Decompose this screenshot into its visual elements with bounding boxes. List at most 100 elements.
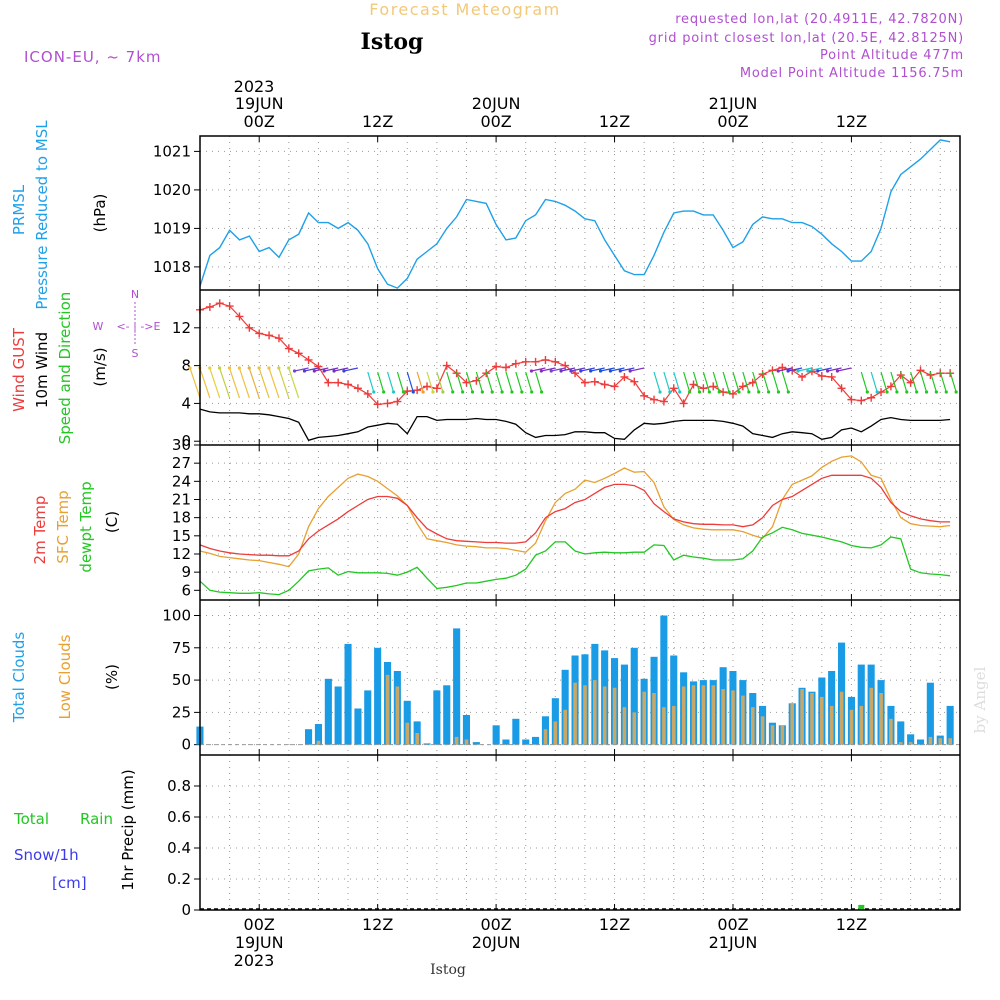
low-cloud-bar: [928, 736, 933, 745]
wind-arrow: [570, 367, 586, 372]
wind-arrow-head: [510, 390, 514, 394]
wind-arrow: [396, 371, 404, 393]
wind-arrow-head: [441, 390, 445, 394]
wind-arrow: [712, 371, 720, 393]
total-cloud-bar: [492, 725, 500, 745]
compass-n: N: [131, 288, 139, 301]
low-cloud-bar: [790, 703, 794, 745]
wind-arrow: [386, 371, 395, 393]
requested-coords: requested lon,lat (20.4911E, 42.7820N): [675, 12, 964, 27]
wind-arrow: [580, 367, 595, 372]
total-label: Total: [13, 810, 49, 828]
chart-plot-area: 1018101910201021048126912151821242730025…: [153, 94, 961, 952]
wind-arrow-head: [287, 366, 291, 370]
wind-arrow: [324, 367, 339, 372]
gust-marker: [314, 362, 323, 371]
y-tick-label: 0.6: [167, 808, 191, 826]
low-cloud-bar: [612, 687, 617, 745]
y-tick-label: 50: [172, 671, 191, 689]
gust-marker: [442, 361, 451, 370]
wind-arrow: [258, 367, 270, 399]
x-tick-label-bottom: 00Z: [244, 915, 275, 934]
wind-arrow: [238, 367, 250, 399]
total-cloud-bar: [354, 708, 362, 745]
wind-arrow-head: [579, 369, 583, 373]
wind-arrow: [692, 371, 701, 393]
total-cloud-bar: [472, 742, 480, 745]
gust-marker: [551, 357, 560, 366]
low-cloud-bar: [829, 705, 834, 745]
x-tick-label-top: 00Z: [480, 112, 511, 131]
wind-arrow-head: [628, 369, 632, 373]
year-bottom: 2023: [234, 951, 275, 970]
temp-line-0: [199, 474, 951, 557]
wind-arrow-head: [470, 390, 475, 394]
wind-arrow: [541, 367, 556, 372]
wind-arrow-head: [411, 390, 415, 394]
wind-arrow-head: [247, 366, 251, 370]
wind-arrow-head: [757, 390, 761, 394]
wind-arrow-head: [737, 390, 741, 394]
wind-arrow: [189, 367, 201, 399]
wind-arrow: [600, 367, 615, 372]
total-cloud-bar: [907, 734, 915, 745]
wind-arrow: [890, 371, 898, 393]
wind-arrow-head: [668, 390, 672, 394]
compass-s: S: [132, 347, 139, 360]
wind-arrow: [817, 367, 832, 372]
gust-marker: [630, 377, 639, 386]
x-tick-label-top: 12Z: [362, 112, 393, 131]
wind-arrow-head: [905, 390, 909, 394]
total-cloud-bar: [630, 647, 638, 745]
wind-arrow: [475, 371, 483, 393]
gust-marker: [393, 397, 402, 406]
lowclouds-label: Low Clouds: [56, 634, 74, 719]
low-cloud-bar: [415, 733, 419, 745]
y-tick-label: 1021: [153, 142, 191, 160]
wind-arrow: [314, 367, 329, 372]
wind-arrow: [446, 371, 454, 393]
chart-title: Forecast Meteogram: [369, 0, 560, 19]
low-cloud-bar: [662, 707, 666, 745]
compass-e: E: [154, 320, 161, 333]
low-cloud-bar: [395, 686, 400, 745]
wind-arrow: [495, 371, 503, 393]
wind-arrow-head: [490, 390, 494, 394]
wind-arrow-head: [915, 390, 919, 394]
wind-arrow-head: [529, 369, 534, 373]
low-cloud-bar: [859, 705, 864, 745]
total-cloud-bar: [660, 615, 668, 745]
y-tick-label: 12: [172, 319, 191, 337]
wind-arrow-head: [401, 390, 406, 394]
wind-arrow-head: [188, 366, 192, 370]
gust-marker: [728, 389, 737, 398]
low-cloud-bar: [464, 739, 469, 745]
pressure-line: [199, 139, 951, 289]
date-label-top: 21JUN: [709, 94, 758, 113]
wind-arrow-head: [618, 369, 622, 373]
total-cloud-bar: [443, 685, 451, 745]
low-cloud-bar: [869, 687, 873, 745]
wind-arrow: [910, 371, 918, 393]
wind-arrow: [939, 371, 947, 393]
wind-arrow: [653, 371, 661, 393]
wind-arrow-head: [267, 366, 271, 370]
gust-marker: [699, 384, 708, 393]
wind-arrow: [199, 367, 211, 399]
wind-arrow-head: [589, 369, 593, 373]
y-tick-label: 0: [181, 736, 191, 754]
gust-marker: [817, 372, 826, 381]
low-cloud-bar: [899, 742, 903, 745]
total-cloud-bar: [857, 664, 865, 745]
y-tick-label: 6: [181, 581, 191, 599]
y-tick-label: 0.8: [167, 777, 191, 795]
wind-arrow-head: [480, 390, 484, 394]
temp-unit: (C): [103, 511, 121, 533]
low-cloud-bar: [711, 685, 716, 745]
low-cloud-bar: [908, 742, 913, 745]
wind-arrow-head: [954, 390, 958, 394]
wind-arrow-head: [697, 390, 702, 394]
watermark: by Angel: [971, 666, 989, 733]
wind-arrow-head: [934, 390, 938, 394]
